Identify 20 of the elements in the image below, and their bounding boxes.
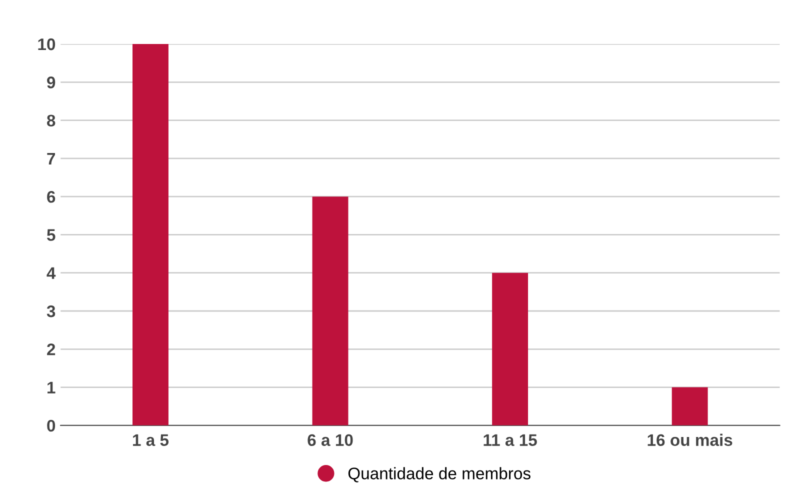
y-tick-label: 5 [46, 229, 56, 241]
y-tick-label: 8 [47, 114, 56, 126]
y-tick-label: 0 [47, 420, 56, 432]
x-tick-label: 16 ou mais [648, 434, 732, 446]
bar [672, 387, 708, 426]
y-tick-label: 1 [48, 382, 56, 394]
bar [492, 272, 528, 426]
y-tick-label: 3 [46, 305, 56, 318]
x-tick-label: 6 a 10 [308, 434, 353, 446]
y-tick-label: 9 [47, 76, 56, 88]
y-tick-label: 2 [47, 344, 56, 356]
bar [312, 196, 348, 426]
x-tick-label: 11 a 15 [484, 434, 537, 446]
y-tick-label: 6 [47, 190, 56, 203]
legend-label: Quantidade de membros [348, 467, 530, 482]
x-tick-label: 1 a 5 [133, 434, 169, 446]
y-tick-label: 4 [46, 267, 56, 279]
y-tick-label: 7 [47, 153, 56, 164]
bar [132, 44, 168, 426]
y-tick-label: 10 [38, 38, 56, 50]
